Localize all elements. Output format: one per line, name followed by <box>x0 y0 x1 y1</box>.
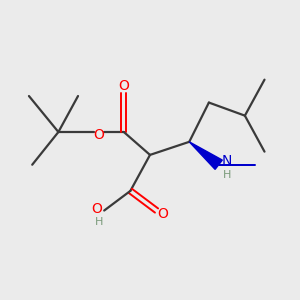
Text: O: O <box>92 202 102 216</box>
Polygon shape <box>189 142 222 170</box>
Text: O: O <box>157 207 168 221</box>
Text: O: O <box>118 79 129 93</box>
Text: H: H <box>95 217 103 227</box>
Text: H: H <box>223 170 231 180</box>
Text: N: N <box>222 154 232 168</box>
Text: O: O <box>93 128 104 142</box>
